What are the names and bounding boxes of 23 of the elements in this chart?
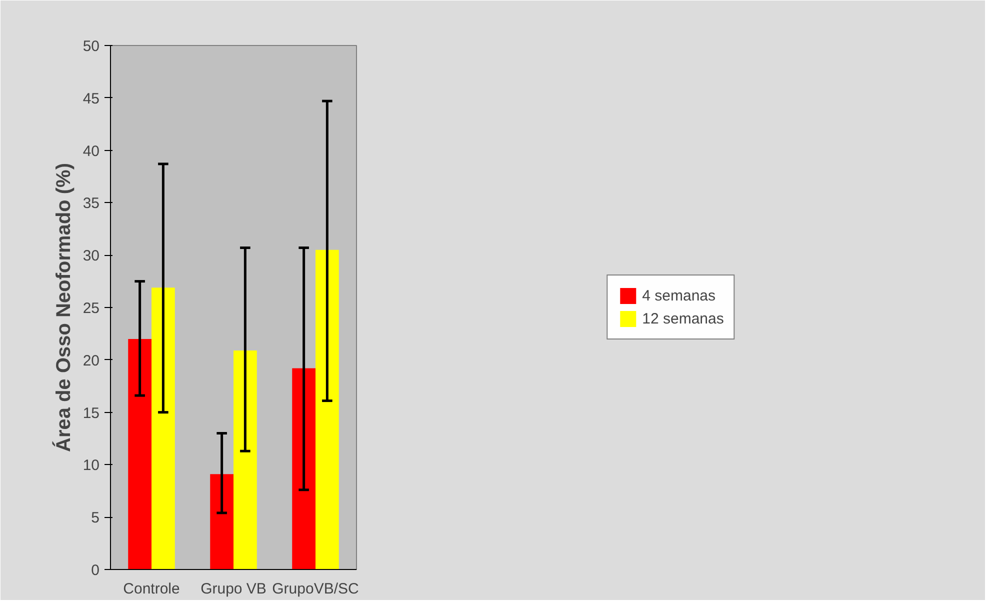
y-tick-label: 45 [82,90,100,108]
y-tick-label: 40 [82,142,100,160]
bar [292,368,316,570]
y-tick-label: 5 [91,510,100,527]
legend-label: 12 semanas [642,310,724,327]
bar [210,474,234,570]
y-tick-label: 15 [82,404,100,422]
x-tick-label: Controle [123,580,180,598]
legend-label: 4 semanas [642,287,716,304]
y-tick-label: 35 [82,195,100,212]
y-axis-title: Área de Osso Neoformado (%) [52,163,75,452]
bar [234,350,257,570]
bar [316,250,339,570]
x-tick-label: GrupoVB/SC [272,580,360,598]
y-tick-label: 10 [82,457,100,474]
y-tick-label: 0 [91,562,100,579]
x-tick-label: Grupo VB [200,580,266,598]
bar [152,288,175,570]
y-tick-label: 20 [82,352,100,370]
y-tick-label: 50 [82,38,100,55]
bar [128,338,152,570]
y-tick-label: 25 [82,300,100,317]
y-tick-label: 30 [82,248,100,265]
